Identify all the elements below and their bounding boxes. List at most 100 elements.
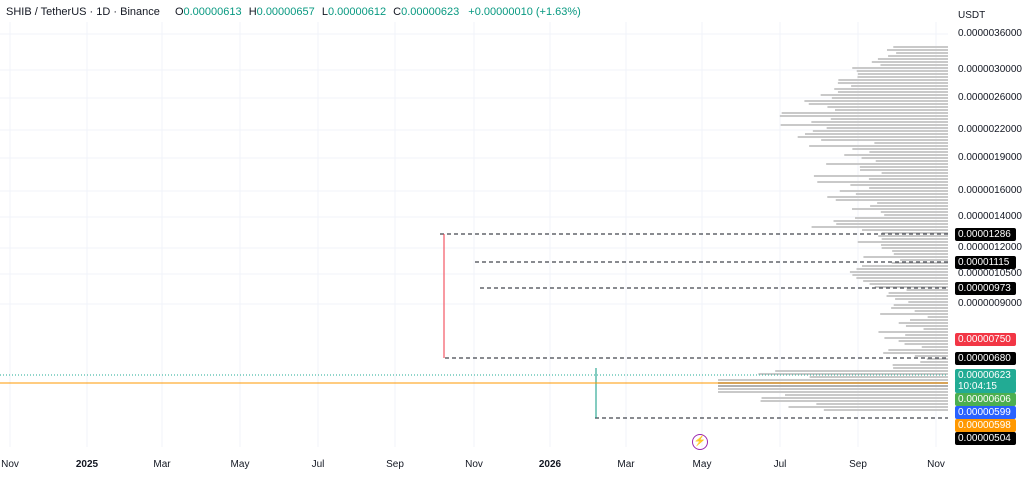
time-axis-label: Jul <box>311 459 325 470</box>
volume-bar <box>718 385 948 387</box>
volume-bar <box>875 160 948 162</box>
volume-bar <box>823 409 948 411</box>
volume-bar <box>859 166 948 168</box>
volume-bar <box>718 379 948 381</box>
volume-bar <box>839 190 948 192</box>
volume-bar <box>851 208 948 210</box>
volume-bar <box>895 298 948 300</box>
volume-bar <box>780 124 948 126</box>
volume-bar <box>821 139 948 141</box>
flash-icon[interactable]: ⚡ <box>692 434 708 450</box>
time-axis-label: Mar <box>617 459 635 470</box>
volume-bar <box>862 229 948 231</box>
volume-bar <box>758 373 948 375</box>
price-tag[interactable]: 10:04:15 <box>955 380 1016 393</box>
volume-bar <box>896 52 948 54</box>
volume-bar <box>826 127 948 129</box>
volume-bar <box>826 163 948 165</box>
time-axis-label: Nov <box>1 459 19 470</box>
price-tag[interactable]: 0.00001286 <box>955 228 1016 241</box>
volume-bar <box>905 325 948 327</box>
price-axis-label: 0.0000016000 <box>958 185 1022 196</box>
volume-bar <box>870 205 948 207</box>
price-tag[interactable]: 0.00001115 <box>955 256 1016 269</box>
open-value: 0.00000613 <box>183 6 242 18</box>
volume-bar <box>884 214 948 216</box>
volume-bar <box>856 70 948 72</box>
volume-bar <box>898 340 948 342</box>
volume-bar <box>761 397 948 399</box>
volume-bar <box>893 46 948 48</box>
time-axis-label: 2026 <box>538 459 562 470</box>
time-axis-label: Nov <box>465 459 483 470</box>
volume-bar <box>886 295 948 297</box>
price-tag[interactable]: 0.00000680 <box>955 352 1016 365</box>
price-axis-label: 0.0000012000 <box>958 242 1022 253</box>
high-value: 0.00000657 <box>256 6 315 18</box>
volume-bar <box>760 400 948 402</box>
volume-bar <box>817 181 948 183</box>
volume-bar <box>838 79 948 81</box>
volume-bar <box>836 223 948 225</box>
volume-bar <box>881 172 948 174</box>
volume-bar <box>835 199 948 201</box>
volume-bar <box>855 193 948 195</box>
volume-bar <box>849 271 948 273</box>
volume-profile <box>718 46 948 411</box>
close-label: C <box>393 6 402 18</box>
price-tag[interactable]: 0.00000598 <box>955 419 1016 432</box>
volume-bar <box>880 64 948 66</box>
volume-bar <box>926 358 948 360</box>
volume-bar <box>812 130 948 132</box>
volume-bar <box>830 118 948 120</box>
price-axis-label: 0.0000026000 <box>958 92 1022 103</box>
price-tag[interactable]: 0.00000750 <box>955 333 1016 346</box>
price-axis-label: 0.0000014000 <box>958 211 1022 222</box>
volume-bar <box>718 391 948 393</box>
volume-bar <box>927 316 948 318</box>
volume-bar <box>850 184 948 186</box>
volume-bar <box>861 157 948 159</box>
volume-bar <box>852 274 948 276</box>
time-axis-label: Sep <box>386 459 404 470</box>
volume-bar <box>880 313 948 315</box>
volume-bar <box>813 175 948 177</box>
volume-bar <box>820 94 948 96</box>
volume-bar <box>893 304 948 306</box>
volume-bar <box>804 133 948 135</box>
price-tag[interactable]: 0.00000606 <box>955 393 1016 406</box>
time-axis-label: Sep <box>849 459 867 470</box>
volume-bar <box>888 55 948 57</box>
symbol-title[interactable]: SHIB / TetherUS · 1D · Binance <box>6 6 160 18</box>
time-axis-label: 2025 <box>75 459 99 470</box>
volume-bar <box>808 103 948 105</box>
volume-bar <box>900 259 948 261</box>
price-tag[interactable]: 0.00000504 <box>955 432 1016 445</box>
low-value: 0.00000612 <box>327 6 387 18</box>
close-value: 0.00000623 <box>401 6 460 18</box>
volume-bar <box>905 334 948 336</box>
volume-bar <box>718 388 948 390</box>
volume-bar <box>857 241 948 243</box>
price-tag[interactable]: 0.00000623 <box>955 369 1016 382</box>
time-axis-label: Mar <box>153 459 171 470</box>
time-axis-label: May <box>230 459 250 470</box>
volume-bar <box>869 187 948 189</box>
volume-bar <box>886 49 948 51</box>
time-axis-label: Nov <box>927 459 945 470</box>
volume-bar <box>892 364 948 366</box>
volume-bar <box>809 145 948 147</box>
volume-bar <box>788 406 948 408</box>
time-axis-label: Jul <box>773 459 787 470</box>
volume-bar <box>883 352 948 354</box>
volume-bar <box>893 253 948 255</box>
currency-unit[interactable]: USDT <box>958 10 986 21</box>
volume-bar <box>856 277 948 279</box>
price-axis-label: 0.0000009000 <box>958 298 1022 309</box>
price-tag[interactable]: 0.00000599 <box>955 406 1016 419</box>
volume-bar <box>878 235 948 237</box>
volume-bar <box>809 376 948 378</box>
price-tag[interactable]: 0.00000973 <box>955 282 1016 295</box>
price-axis-label: 0.0000010500 <box>958 268 1022 279</box>
